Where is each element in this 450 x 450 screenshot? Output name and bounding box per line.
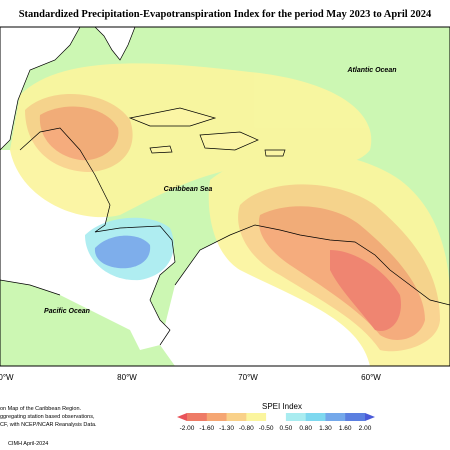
ocean-label: Atlantic Ocean <box>346 67 396 74</box>
longitude-label: 80°W <box>117 373 137 382</box>
legend-tick-label: 0.80 <box>299 425 312 432</box>
footer: CIMH April-2024 <box>8 441 48 447</box>
legend-swatch <box>246 413 267 421</box>
legend-swatch <box>305 413 326 421</box>
legend-swatch <box>187 413 208 421</box>
map: Atlantic Ocean Caribbean Sea Pacific Oce… <box>0 26 450 367</box>
legend-tick-label: 2.00 <box>359 425 372 432</box>
legend-tick-label: -2.00 <box>180 425 195 432</box>
longitude-label: 0°W <box>0 373 14 382</box>
legend-tick-label: 1.60 <box>339 425 352 432</box>
legend-swatch <box>177 413 187 421</box>
legend-swatch <box>206 413 227 421</box>
legend-title: SPEI Index <box>262 402 302 411</box>
longitude-label: 60°W <box>361 373 381 382</box>
legend-swatch <box>345 413 366 421</box>
legend-tick-label: 0.50 <box>280 425 293 432</box>
description-line: CF, with NCEP/NCAR Reanalysis Data. <box>0 422 97 428</box>
description: on Map of the Caribbean Region. ggregati… <box>0 406 97 447</box>
coastline <box>0 27 450 346</box>
description-line: ggregating station based observations, <box>0 414 95 420</box>
title: Standardized Precipitation-Evapotranspir… <box>19 9 432 20</box>
legend-swatch <box>325 413 346 421</box>
ocean-label: Pacific Ocean <box>44 308 90 315</box>
ocean-label: Caribbean Sea <box>164 186 213 193</box>
legend-tick-label: -0.50 <box>259 425 274 432</box>
legend-tick-label: -1.60 <box>199 425 214 432</box>
longitude-label: 70°W <box>238 373 258 382</box>
legend-tick-label: 1.30 <box>319 425 332 432</box>
legend-swatch <box>266 413 287 421</box>
longitude-labels: 0°W 80°W 70°W 60°W <box>0 373 381 382</box>
legend-swatch <box>285 413 306 421</box>
legend-swatch <box>226 413 247 421</box>
map-frame <box>0 26 450 367</box>
legend-swatch <box>365 413 375 421</box>
legend-tick-label: -0.80 <box>239 425 254 432</box>
legend-tick-label: -1.30 <box>219 425 234 432</box>
spei-field <box>10 63 450 366</box>
legend: SPEI Index -2.00 -1.60 -1.30 -0.80 -0.50 0.50… <box>177 402 375 432</box>
description-line: on Map of the Caribbean Region. <box>0 406 81 412</box>
